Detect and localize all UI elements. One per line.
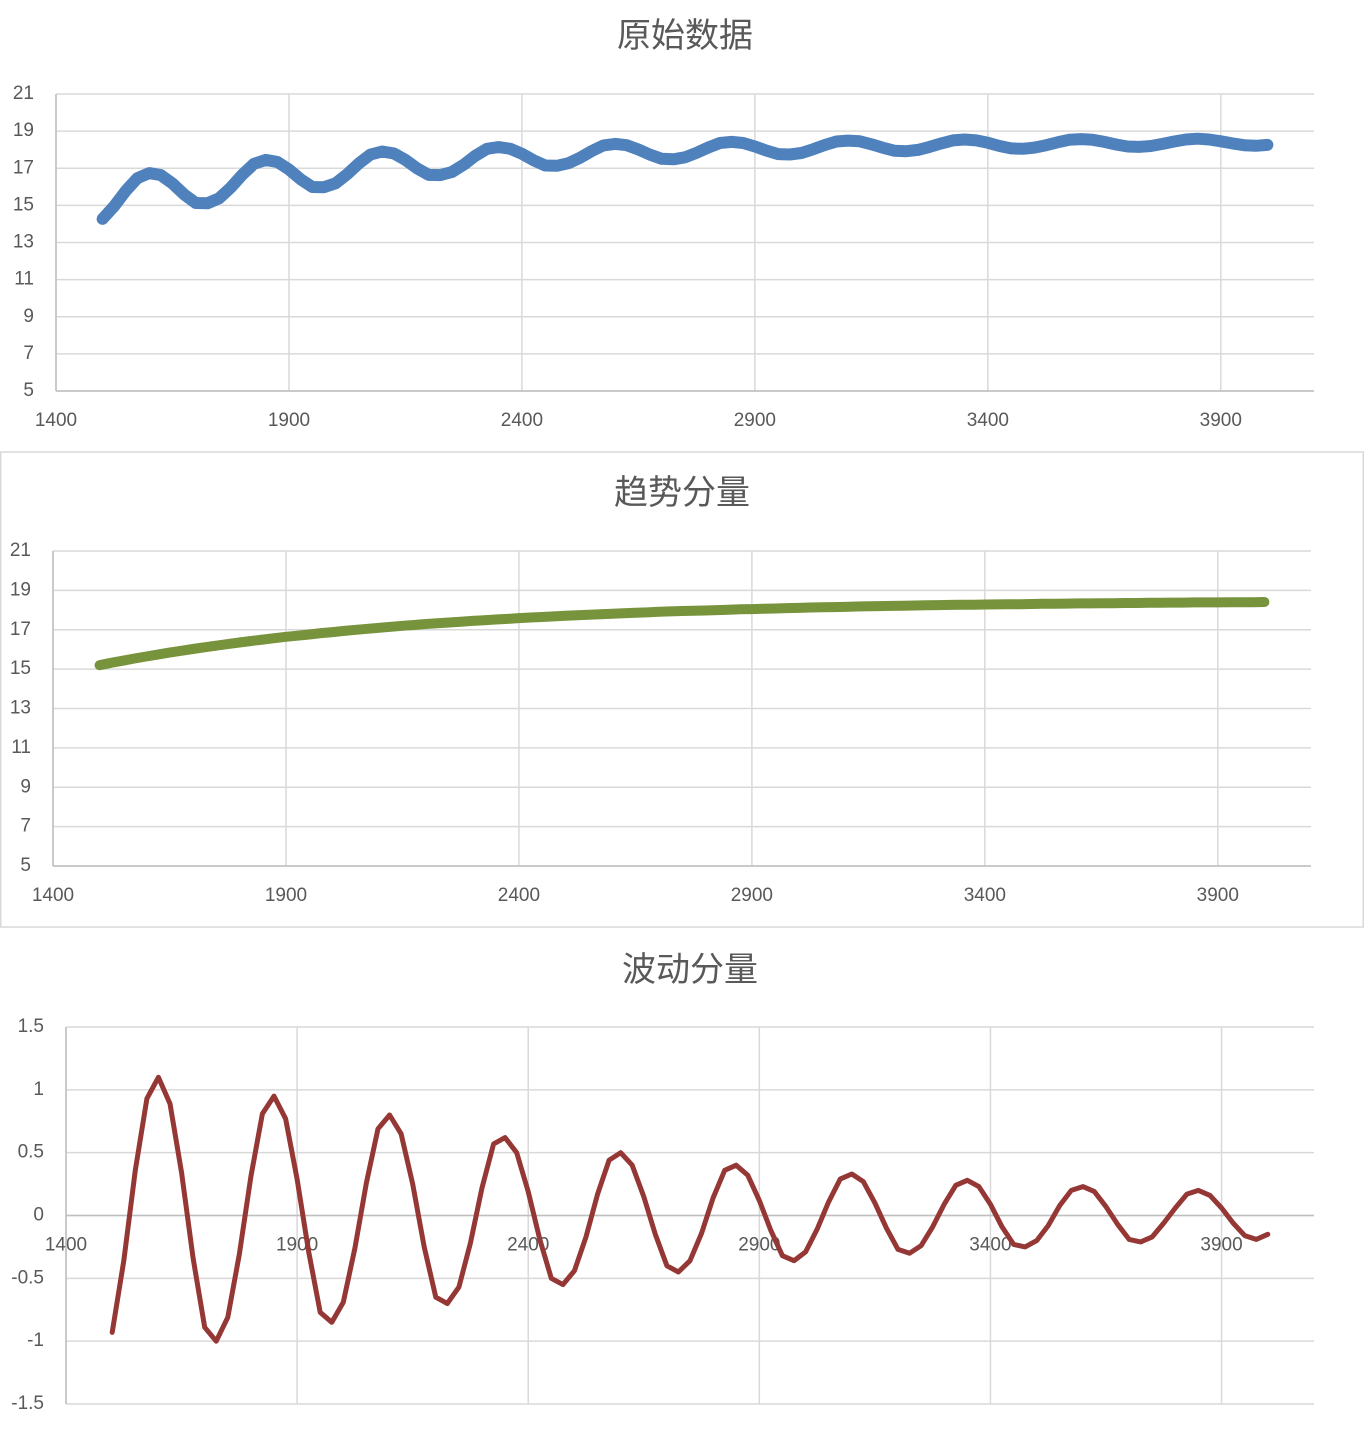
x-tick-label: 1900 <box>276 1235 318 1256</box>
x-tick-label: 1900 <box>265 885 307 906</box>
x-tick-label: 3400 <box>969 1235 1011 1256</box>
y-tick-label: 21 <box>13 83 34 104</box>
y-tick-label: 21 <box>10 540 31 561</box>
data-line <box>94 597 1270 671</box>
y-tick-label: -1 <box>27 1330 44 1351</box>
y-tick-label: 17 <box>10 619 31 640</box>
y-tick-label: -1.5 <box>11 1393 44 1414</box>
x-tick-label: 2900 <box>734 410 776 431</box>
y-tick-label: 15 <box>13 194 34 215</box>
x-tick-label: 1900 <box>268 410 310 431</box>
y-tick-label: 1 <box>33 1079 44 1100</box>
y-tick-label: 5 <box>20 855 31 876</box>
x-tick-label: 1400 <box>32 885 74 906</box>
x-tick-label: 2400 <box>498 885 540 906</box>
y-tick-label: 7 <box>23 343 34 364</box>
y-tick-label: 19 <box>10 579 31 600</box>
y-tick-label: 17 <box>13 157 34 178</box>
chart-title: 趋势分量 <box>614 473 750 513</box>
x-tick-label: 2400 <box>501 410 543 431</box>
panel-border <box>0 451 1364 928</box>
y-tick-label: 13 <box>10 698 31 719</box>
y-tick-label: 13 <box>13 232 34 253</box>
y-tick-label: 19 <box>13 120 34 141</box>
y-tick-label: 11 <box>14 269 34 290</box>
y-tick-label: 11 <box>11 737 31 758</box>
data-line <box>109 1074 1271 1344</box>
y-tick-label: 5 <box>23 380 34 401</box>
x-tick-label: 2900 <box>738 1235 780 1256</box>
x-tick-label: 3400 <box>964 885 1006 906</box>
y-tick-label: 15 <box>10 658 31 679</box>
y-tick-label: -0.5 <box>11 1267 44 1288</box>
data-line <box>96 132 1274 225</box>
chart-title: 波动分量 <box>622 950 758 990</box>
y-tick-label: 9 <box>23 306 34 327</box>
y-tick-label: 0 <box>33 1205 44 1226</box>
x-tick-label: 3900 <box>1197 885 1239 906</box>
x-tick-label: 2900 <box>731 885 773 906</box>
y-tick-label: 7 <box>20 816 31 837</box>
y-tick-label: 1.5 <box>18 1016 44 1037</box>
y-tick-label: 0.5 <box>18 1142 44 1163</box>
chart-title: 原始数据 <box>617 16 753 56</box>
y-tick-label: 9 <box>20 776 31 797</box>
x-tick-label: 3400 <box>967 410 1009 431</box>
x-tick-label: 3900 <box>1200 410 1242 431</box>
x-tick-label: 1400 <box>35 410 77 431</box>
x-tick-label: 3900 <box>1200 1235 1242 1256</box>
